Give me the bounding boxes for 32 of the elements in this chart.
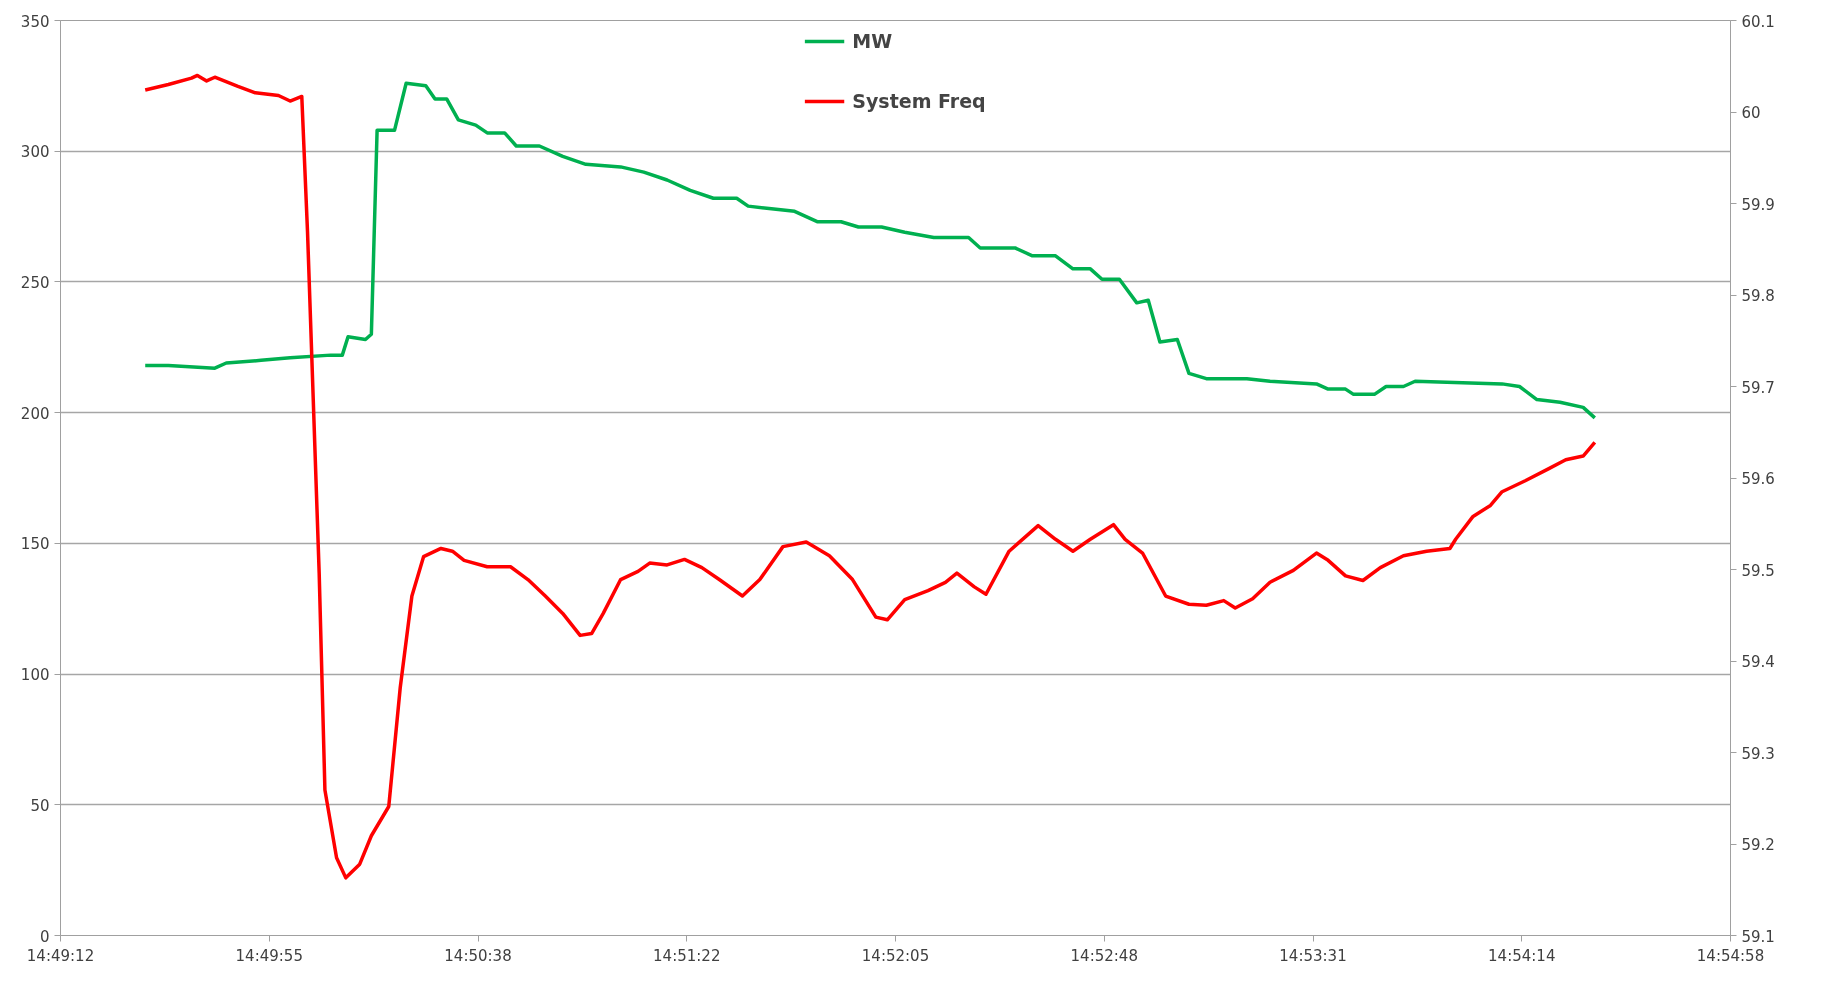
y2-tick-label: 60.1 bbox=[1741, 12, 1775, 31]
line-series bbox=[143, 81, 1597, 420]
y2-tick-label: 59.5 bbox=[1741, 561, 1775, 580]
x-tick-label: 14:49:55 bbox=[235, 946, 303, 965]
y-tick-label: 250 bbox=[20, 273, 50, 292]
y-tick-label: 50 bbox=[30, 796, 50, 815]
x-tick-label: 14:51:22 bbox=[653, 946, 721, 965]
y2-tick-label: 59.8 bbox=[1741, 287, 1775, 305]
y2-tick-label: 59.4 bbox=[1741, 653, 1775, 671]
x-tick-label: 14:49:12 bbox=[26, 946, 95, 965]
y-tick-label: 100 bbox=[20, 666, 50, 685]
legend-label: System Freq bbox=[852, 90, 986, 112]
x-tick-label: 14:50:38 bbox=[444, 946, 512, 965]
x-tick-label: 14:52:48 bbox=[1070, 946, 1138, 965]
y-tick-label: 350 bbox=[20, 12, 50, 31]
y-tick-label: 300 bbox=[20, 143, 50, 162]
y2-tick-label: 59.7 bbox=[1741, 378, 1775, 397]
y-tick-label: 150 bbox=[20, 535, 50, 554]
y-tick-label: 200 bbox=[20, 404, 50, 423]
y2-tick-label: 60 bbox=[1741, 104, 1761, 122]
x-tick-label: 14:54:14 bbox=[1488, 946, 1556, 965]
y-tick-label: 0 bbox=[39, 927, 50, 946]
x-tick-label: 14:52:05 bbox=[861, 946, 930, 965]
y2-tick-label: 59.3 bbox=[1741, 744, 1775, 763]
y2-tick-label: 59.6 bbox=[1741, 470, 1775, 488]
x-tick-label: 14:53:31 bbox=[1279, 946, 1347, 965]
y2-tick-label: 59.9 bbox=[1741, 195, 1775, 214]
x-tick-label: 14:54:58 bbox=[1696, 946, 1765, 965]
legend-label: MW bbox=[852, 30, 893, 52]
line-series bbox=[143, 73, 1597, 880]
y2-tick-label: 59.2 bbox=[1741, 836, 1775, 854]
y2-tick-label: 59.1 bbox=[1741, 927, 1775, 946]
